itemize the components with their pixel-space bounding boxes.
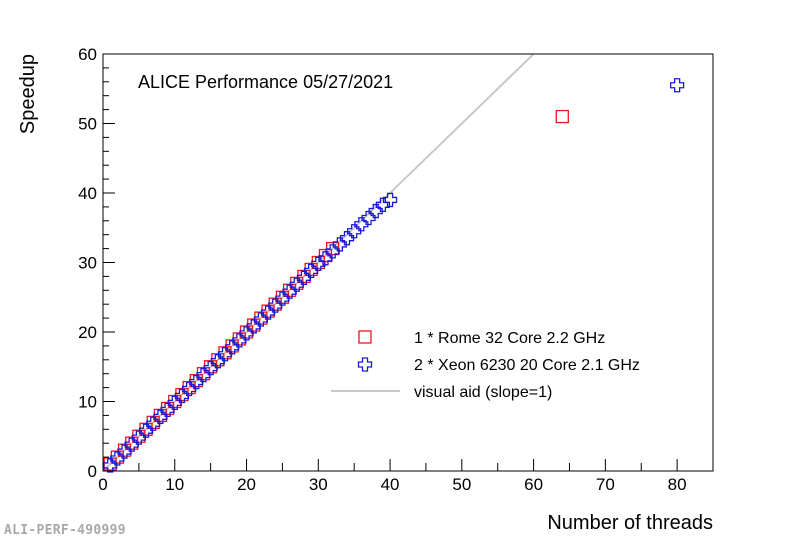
y-axis-label: Speedup [17,54,39,134]
data-point-xeon [174,388,190,404]
y-tick-label: 20 [78,323,97,342]
data-point-xeon [669,78,685,93]
data-point-xeon [232,333,247,348]
data-point-xeon [282,284,297,299]
data-point-xeon [103,458,118,473]
x-tick-label: 80 [668,475,687,494]
data-point-xeon [217,347,233,362]
data-point-xeon [246,319,261,334]
data-point-xeon [153,409,168,424]
legend: 1 * Rome 32 Core 2.2 GHz 2 * Xeon 6230 2… [331,330,640,401]
data-point-xeon [268,298,283,313]
x-tick-label: 30 [309,475,328,494]
data-points-layer [103,78,685,473]
x-axis-label: Number of threads [547,512,713,534]
data-point-xeon [167,395,182,411]
visual-aid-line [102,53,535,472]
data-point-xeon [203,360,218,376]
y-tick-label: 30 [78,254,97,273]
x-tick-label: 50 [452,475,471,494]
x-tick-label: 40 [381,475,400,494]
data-point-xeon [110,451,125,466]
data-point-rome [555,109,569,124]
data-point-xeon [296,270,312,285]
legend-label-rome: 1 * Rome 32 Core 2.2 GHz [414,330,605,347]
legend-marker-xeon [357,357,373,372]
x-tick-label: 20 [237,475,256,494]
data-point-xeon [354,217,369,232]
x-tick-label: 10 [165,475,184,494]
data-point-xeon [189,374,204,390]
x-tick-label: 70 [596,475,615,494]
data-point-xeon [239,326,254,341]
legend-marker-rome [358,330,372,344]
data-point-xeon [253,312,269,327]
y-tick-label: 10 [78,393,97,412]
data-point-xeon [361,210,376,226]
axes: 0 10 20 30 40 50 60 70 80 0 10 20 30 40 50 60 [78,45,714,494]
data-point-xeon [289,277,304,292]
x-tick-label: 60 [524,475,543,494]
data-point-xeon [339,231,355,246]
data-point-xeon [124,437,139,452]
data-point-xeon [325,244,340,259]
data-point-xeon [146,416,161,431]
x-tick-label: 0 [98,475,107,494]
data-point-xeon [260,305,276,320]
watermark: ALI-PERF-490999 [4,523,126,538]
chart-annotation: ALICE Performance 05/27/2021 [138,72,393,92]
data-point-xeon [303,263,319,278]
data-point-xeon [131,430,147,445]
y-tick-label: 50 [78,115,97,134]
data-point-xeon [225,340,240,355]
y-tick-label: 60 [78,45,97,64]
data-point-xeon [181,381,197,397]
data-point-xeon [275,291,290,306]
data-point-xeon [318,251,333,266]
data-point-xeon [368,203,383,219]
data-point-xeon [210,354,225,369]
legend-label-visual-aid: visual aid (slope=1) [414,384,552,401]
plot-frame [102,53,714,472]
data-point-xeon [160,402,175,417]
data-point-xeon [382,192,398,208]
data-point-xeon [347,224,362,239]
data-point-xeon [196,367,211,383]
reference-line-layer [102,53,535,472]
y-tick-label: 0 [88,462,97,481]
y-tick-label: 40 [78,184,97,203]
legend-label-xeon: 2 * Xeon 6230 20 Core 2.1 GHz [414,357,640,374]
data-point-xeon [117,444,132,459]
data-point-xeon [138,423,154,438]
data-point-xeon [332,237,347,252]
